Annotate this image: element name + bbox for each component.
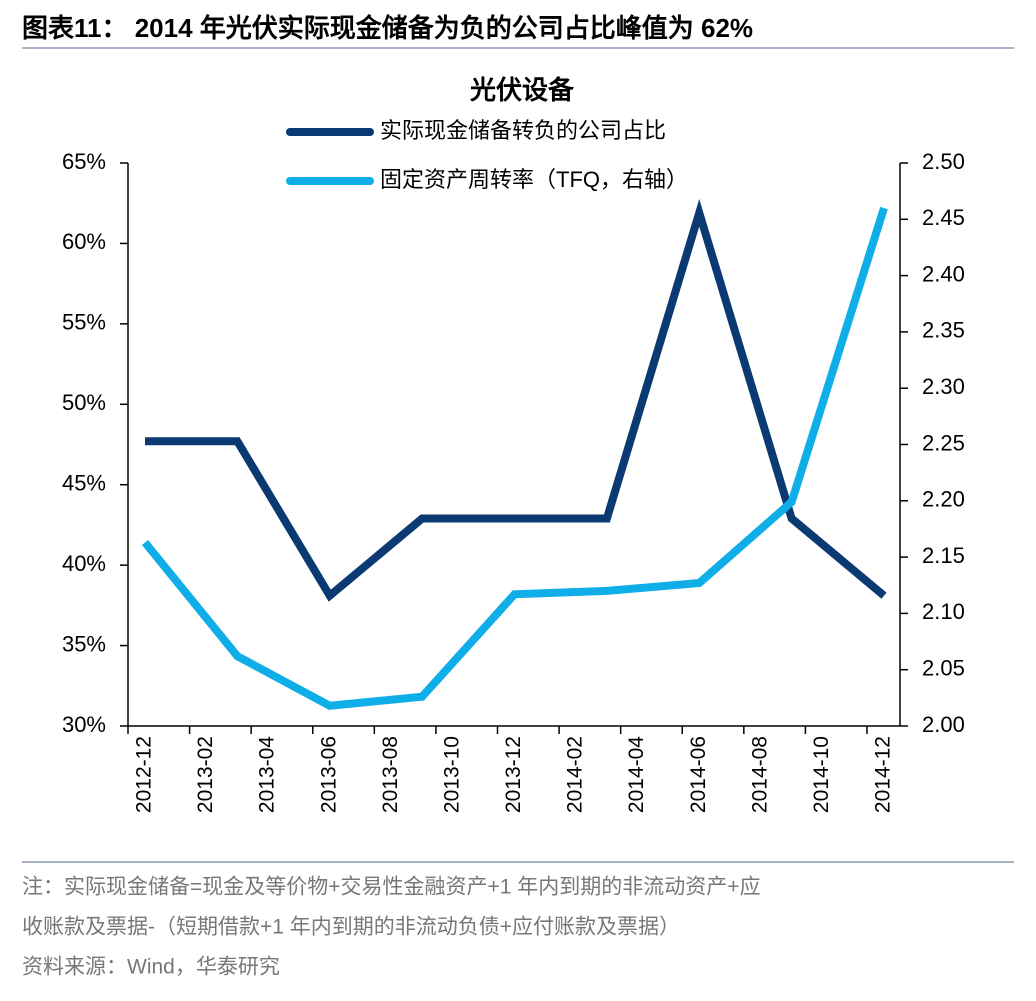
header-title: 图表11： 2014 年光伏实际现金储备为负的公司占比峰值为 62% [22, 13, 753, 43]
x-tick-label: 2014-02 [564, 736, 587, 813]
x-tick-label: 2013-04 [256, 736, 279, 813]
y2-tick-label: 2.20 [922, 487, 965, 512]
y-tick-label: 50% [62, 390, 106, 415]
y2-tick-label: 2.45 [922, 205, 965, 230]
chart-title: 光伏设备 [469, 75, 575, 105]
x-tick-label: 2013-06 [317, 736, 340, 813]
x-tick-label: 2014-12 [872, 736, 895, 813]
x-tick-label: 2013-08 [379, 736, 402, 813]
x-tick-label: 2013-12 [502, 736, 525, 813]
y2-tick-label: 2.25 [922, 430, 965, 455]
y-tick-label: 60% [62, 229, 106, 254]
legend-label: 实际现金储备转负的公司占比 [380, 118, 666, 143]
y2-tick-label: 2.05 [922, 656, 965, 681]
y2-tick-label: 2.35 [922, 318, 965, 343]
x-tick-label: 2014-10 [810, 736, 833, 813]
y2-tick-label: 2.50 [922, 149, 965, 174]
note-line: 注：实际现金储备=现金及等价物+交易性金融资产+1 年内到期的非流动资产+应 [22, 876, 761, 899]
x-tick-label: 2013-02 [194, 736, 217, 813]
y2-tick-label: 2.30 [922, 374, 965, 399]
y2-tick-label: 2.40 [922, 261, 965, 286]
source: 资料来源：Wind，华泰研究 [22, 956, 280, 979]
series-line [141, 206, 888, 710]
y-tick-label: 40% [62, 551, 106, 576]
x-tick-label: 2014-04 [625, 736, 648, 813]
y-tick-label: 55% [62, 310, 106, 335]
y2-tick-label: 2.15 [922, 543, 965, 568]
y-tick-label: 35% [62, 631, 106, 656]
y-tick-label: 45% [62, 471, 106, 496]
series-line [145, 199, 887, 602]
y-tick-label: 65% [62, 149, 106, 174]
legend-label: 固定资产周转率（TFQ，右轴） [380, 167, 688, 192]
x-tick-label: 2014-08 [748, 736, 771, 813]
y-tick-label: 30% [62, 712, 106, 737]
x-tick-label: 2013-10 [440, 736, 463, 813]
y2-tick-label: 2.00 [922, 712, 965, 737]
note-line: 收账款及票据-（短期借款+1 年内到期的非流动负债+应付账款及票据） [22, 916, 680, 939]
y2-tick-label: 2.10 [922, 599, 965, 624]
x-tick-label: 2012-12 [133, 736, 156, 813]
x-tick-label: 2014-06 [687, 736, 710, 813]
